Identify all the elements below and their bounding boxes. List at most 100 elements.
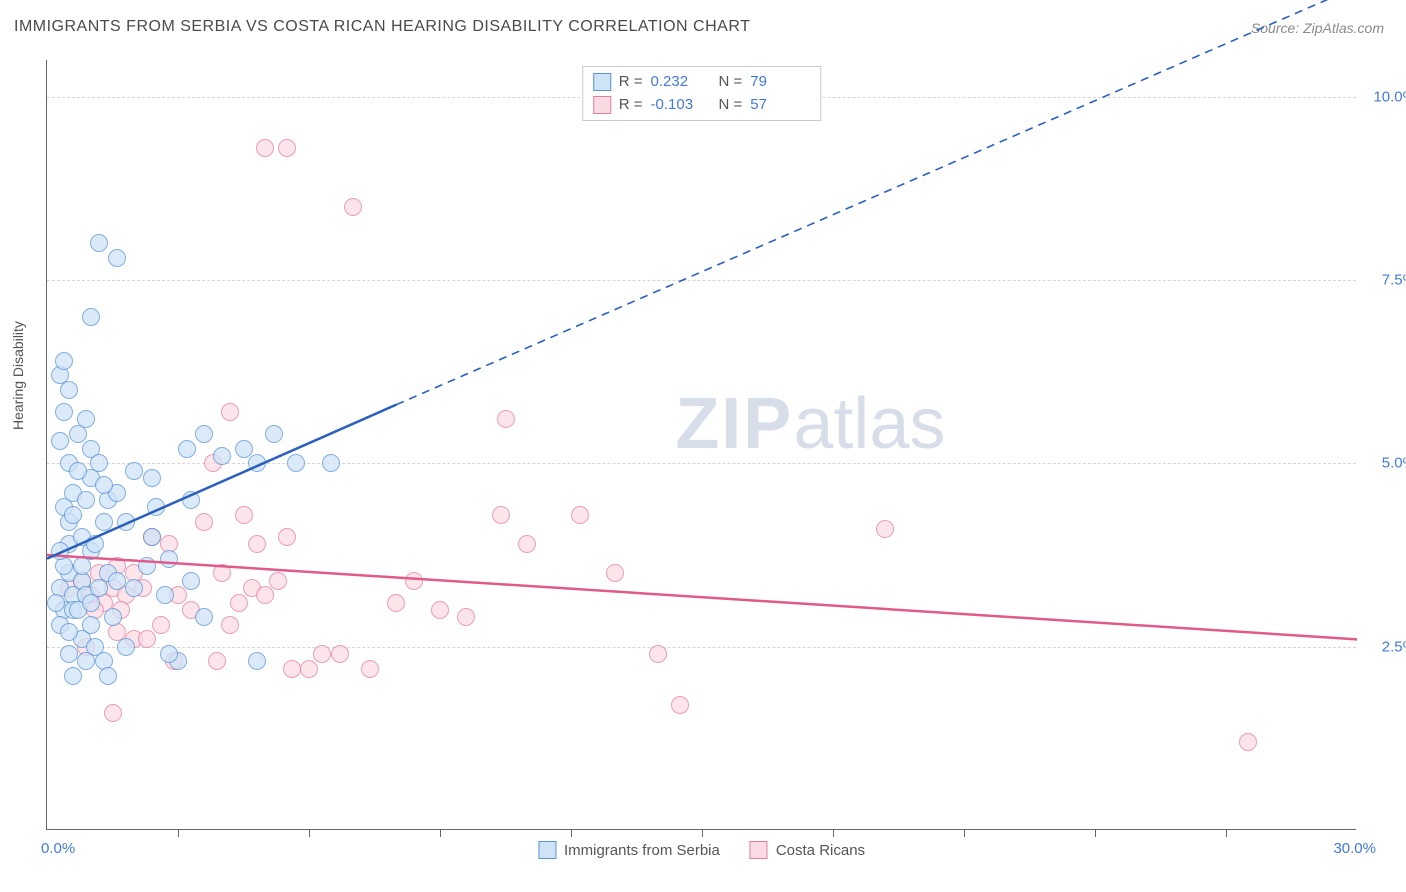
costa-rica-r-value: -0.103 xyxy=(651,94,711,117)
watermark-light: atlas xyxy=(793,384,945,464)
serbia-trend-dashed xyxy=(396,0,1357,405)
data-point xyxy=(77,491,95,509)
data-point xyxy=(1239,733,1257,751)
data-point xyxy=(156,586,174,604)
data-point xyxy=(182,491,200,509)
data-point xyxy=(278,139,296,157)
data-point xyxy=(125,579,143,597)
data-point xyxy=(876,520,894,538)
data-point xyxy=(387,594,405,612)
costa-rica-swatch xyxy=(593,96,611,114)
serbia-n-value: 79 xyxy=(750,71,810,94)
data-point xyxy=(405,572,423,590)
data-point xyxy=(213,564,231,582)
data-point xyxy=(117,513,135,531)
data-point xyxy=(256,139,274,157)
data-point xyxy=(143,469,161,487)
data-point xyxy=(152,616,170,634)
data-point xyxy=(431,601,449,619)
data-point xyxy=(55,352,73,370)
costa-rica-series-label: Costa Ricans xyxy=(776,842,865,859)
data-point xyxy=(95,476,113,494)
data-point xyxy=(51,542,69,560)
data-point xyxy=(160,645,178,663)
n-label: N = xyxy=(719,71,743,94)
y-tick-label: 5.0% xyxy=(1382,455,1406,472)
source-attribution: Source: ZipAtlas.com xyxy=(1251,20,1384,36)
r-label: R = xyxy=(619,94,643,117)
serbia-r-value: 0.232 xyxy=(651,71,711,94)
data-point xyxy=(195,513,213,531)
legend-item-serbia: Immigrants from Serbia xyxy=(538,841,720,859)
data-point xyxy=(69,462,87,480)
data-point xyxy=(235,506,253,524)
data-point xyxy=(457,608,475,626)
data-point xyxy=(104,704,122,722)
data-point xyxy=(60,623,78,641)
data-point xyxy=(95,513,113,531)
x-axis-max-label: 30.0% xyxy=(1333,840,1376,857)
y-axis-label: Hearing Disability xyxy=(10,321,26,430)
data-point xyxy=(178,440,196,458)
data-point xyxy=(125,462,143,480)
data-point xyxy=(86,535,104,553)
data-point xyxy=(55,403,73,421)
data-point xyxy=(497,410,515,428)
data-point xyxy=(64,667,82,685)
data-point xyxy=(90,234,108,252)
data-point xyxy=(82,308,100,326)
plot-area: ZIPatlas 2.5%5.0%7.5%10.0% 0.0% 30.0% R … xyxy=(46,60,1356,830)
legend-row-costa-rica: R = -0.103 N = 57 xyxy=(593,94,811,117)
data-point xyxy=(518,535,536,553)
data-point xyxy=(256,586,274,604)
watermark: ZIPatlas xyxy=(675,383,945,465)
data-point xyxy=(117,638,135,656)
data-point xyxy=(344,198,362,216)
chart-title: IMMIGRANTS FROM SERBIA VS COSTA RICAN HE… xyxy=(14,18,750,36)
r-label: R = xyxy=(619,71,643,94)
data-point xyxy=(90,454,108,472)
data-point xyxy=(221,403,239,421)
serbia-swatch xyxy=(538,841,556,859)
data-point xyxy=(195,425,213,443)
data-point xyxy=(671,696,689,714)
data-point xyxy=(82,616,100,634)
data-point xyxy=(248,454,266,472)
data-point xyxy=(221,616,239,634)
y-tick-label: 10.0% xyxy=(1373,88,1406,105)
data-point xyxy=(108,572,126,590)
data-point xyxy=(287,454,305,472)
data-point xyxy=(248,652,266,670)
watermark-bold: ZIP xyxy=(675,384,793,464)
data-point xyxy=(300,660,318,678)
data-point xyxy=(108,249,126,267)
data-point xyxy=(195,608,213,626)
serbia-series-label: Immigrants from Serbia xyxy=(564,842,720,859)
data-point xyxy=(47,594,65,612)
data-point xyxy=(138,557,156,575)
costa-rica-n-value: 57 xyxy=(750,94,810,117)
data-point xyxy=(82,594,100,612)
data-point xyxy=(235,440,253,458)
data-point xyxy=(147,498,165,516)
data-point xyxy=(322,454,340,472)
data-point xyxy=(248,535,266,553)
data-point xyxy=(69,425,87,443)
legend-item-costa-rica: Costa Ricans xyxy=(750,841,865,859)
data-point xyxy=(104,608,122,626)
data-point xyxy=(606,564,624,582)
data-point xyxy=(278,528,296,546)
data-point xyxy=(265,425,283,443)
data-point xyxy=(60,645,78,663)
data-point xyxy=(143,528,161,546)
series-legend: Immigrants from Serbia Costa Ricans xyxy=(538,841,865,859)
n-label: N = xyxy=(719,94,743,117)
y-tick-label: 2.5% xyxy=(1382,638,1406,655)
data-point xyxy=(331,645,349,663)
data-point xyxy=(269,572,287,590)
data-point xyxy=(99,667,117,685)
data-point xyxy=(138,630,156,648)
data-point xyxy=(649,645,667,663)
data-point xyxy=(208,652,226,670)
x-axis-min-label: 0.0% xyxy=(41,840,75,857)
